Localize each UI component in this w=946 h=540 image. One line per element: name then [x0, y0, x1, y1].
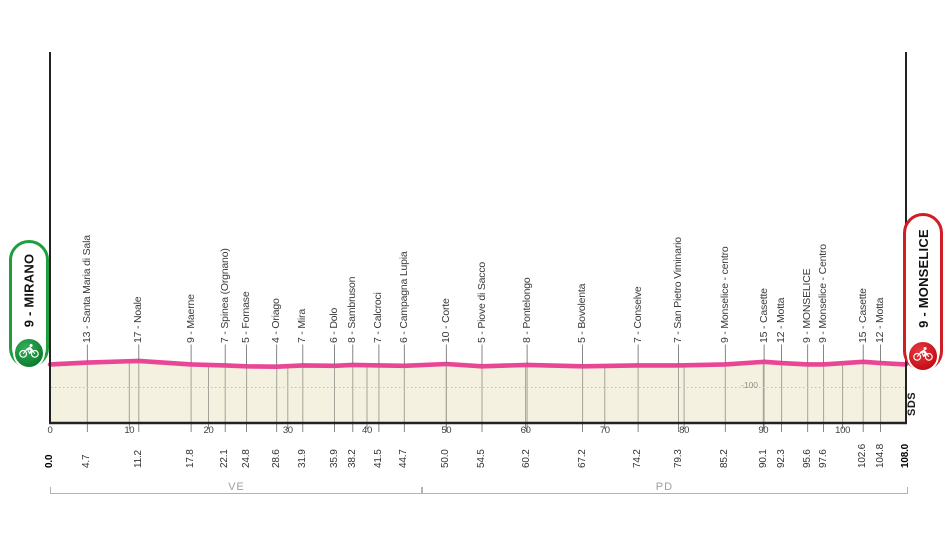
distance-label: 24.8	[240, 448, 252, 468]
distance-label: 60.2	[521, 448, 533, 468]
sds-logo: SDS	[906, 391, 918, 416]
distance-label: 35.9	[328, 448, 340, 468]
start-badge: 9 - MIRANO	[9, 240, 49, 369]
finish-badge: 9 - MONSELICE	[903, 213, 943, 372]
x-axis-tick-label: 100	[835, 425, 851, 436]
distance-label: 79.3	[672, 448, 684, 468]
distance-label: 95.6	[801, 448, 813, 468]
finish-cyclist-circle	[907, 340, 939, 372]
distance-label: 22.1	[219, 448, 231, 468]
waypoint-label: 5 - Fornase	[240, 291, 253, 343]
waypoint-label: 7 - Mira	[296, 308, 309, 343]
distance-label: 102.6	[857, 443, 869, 468]
start-badge-text: 9 - MIRANO	[12, 243, 46, 337]
finish-badge-text: 9 - MONSELICE	[906, 216, 940, 340]
waypoint-label: 12 - Motta	[874, 297, 887, 343]
distance-label: 0.0	[44, 454, 55, 468]
elevation-gridline-label: -100	[741, 380, 759, 390]
distance-label: 4.7	[81, 454, 93, 468]
waypoint-label: 5 - Piove di Sacco	[475, 261, 488, 343]
start-label: 9 - MIRANO	[21, 253, 37, 327]
distance-label: 92.3	[775, 448, 787, 468]
x-axis-tick-label: 10	[124, 425, 135, 436]
distance-label: 90.1	[758, 448, 770, 468]
waypoint-label: 7 - Conselve	[631, 285, 644, 343]
profile-line	[47, 358, 909, 370]
distance-label: 85.2	[719, 448, 731, 468]
x-axis-tick-label: 70	[599, 425, 610, 436]
waypoint-label: 13 - Santa Maria di Sala	[80, 234, 93, 343]
waypoint-label: 7 - Spinea (Orgnano)	[218, 247, 231, 343]
province-bracket: VE	[50, 481, 423, 494]
finish-label: 9 - MONSELICE	[915, 228, 931, 328]
distance-label: 38.2	[346, 448, 358, 468]
profile-area-fill	[50, 360, 906, 423]
cyclist-icon	[912, 346, 934, 366]
distance-label: 97.6	[817, 448, 829, 468]
waypoint-label: 7 - Calcroci	[372, 291, 385, 343]
province-label: PD	[647, 481, 682, 493]
x-axis-tick-label: 60	[520, 425, 531, 436]
distance-label: 67.2	[576, 448, 588, 468]
waypoint-label: 6 - Dolo	[328, 307, 340, 343]
province-bracket: PD	[420, 481, 908, 494]
distance-label: 31.9	[296, 448, 308, 468]
x-axis-tick-label: 40	[362, 425, 372, 436]
waypoint-label: 10 - Corte	[439, 297, 452, 343]
waypoint-label: 9 - Monselice - centro	[718, 245, 731, 343]
waypoint-label: 6 - Campagna Lupia	[397, 250, 410, 343]
x-axis-tick-label: 20	[203, 425, 214, 436]
distance-label: 17.8	[185, 448, 197, 468]
x-axis-tick-label: 0	[47, 425, 53, 436]
distance-label: 44.7	[398, 448, 410, 468]
x-axis-tick-label: 80	[679, 425, 690, 436]
waypoint-label: 9 - MONSELICE	[801, 268, 814, 343]
distance-label: 108.0	[900, 443, 911, 468]
waypoint-label: 15 - Casette	[856, 287, 869, 343]
waypoint-label: 17 - Noale	[132, 296, 145, 343]
waypoint-label: 8 - Sambruson	[346, 276, 359, 343]
waypoint-label: 12 - Motta	[775, 297, 788, 343]
waypoint-label: 15 - Casette	[757, 287, 770, 343]
distance-label: 50.0	[440, 448, 452, 468]
distance-label: 41.5	[372, 448, 384, 468]
waypoint-label: 5 - Bovolenta	[576, 283, 589, 343]
distance-label: 74.2	[632, 448, 644, 468]
distance-label: 54.5	[476, 448, 487, 468]
waypoint-label: 9 - Monselice - Centro	[817, 243, 830, 343]
x-axis-tick-label: 50	[441, 425, 452, 436]
waypoint-label: 8 - Pontelongo	[520, 276, 533, 343]
province-label: VE	[220, 481, 253, 493]
x-axis-tick-label: 30	[282, 425, 293, 436]
distance-label: 28.6	[270, 448, 282, 468]
waypoint-label: 7 - San Pietro Viminario	[672, 236, 684, 343]
gridlines	[86, 362, 882, 423]
waypoint-label: 9 - Maerne	[184, 293, 197, 343]
waypoint-ticks	[86, 344, 881, 432]
distance-label: 11.2	[132, 449, 144, 468]
start-cyclist-circle	[13, 337, 45, 369]
distance-label: 104.8	[874, 443, 886, 468]
waypoint-label: 4 - Oriago	[270, 297, 283, 343]
x-axis-tick-label: 90	[758, 425, 769, 436]
cyclist-icon	[18, 343, 40, 363]
